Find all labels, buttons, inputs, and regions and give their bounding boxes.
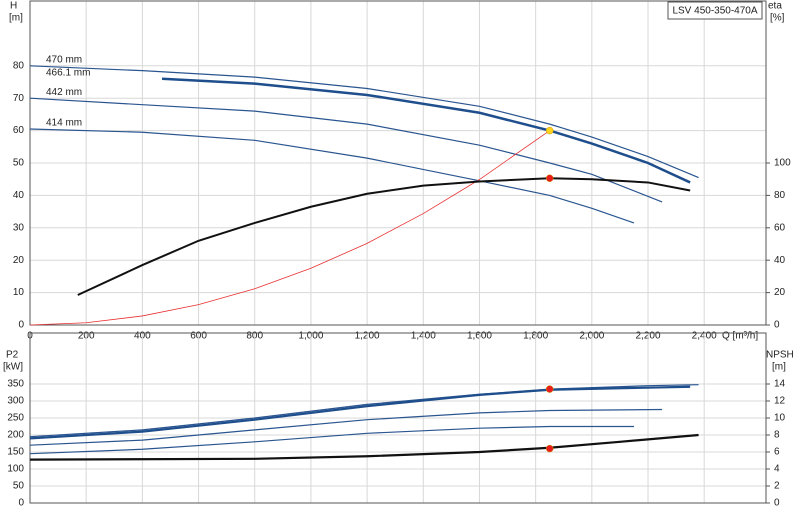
y-tick-label: 30 [13, 222, 25, 233]
curve [29, 425, 634, 455]
y2-tick-label: 0 [774, 498, 780, 509]
chart-title: LSV 450-350-470A [672, 6, 757, 17]
y-tick-label: 60 [13, 125, 25, 136]
duty-point [545, 126, 554, 135]
y-tick-label: 0 [18, 498, 24, 509]
curve [29, 130, 550, 326]
y-tick-label: 40 [13, 190, 25, 201]
y2-tick-label: 4 [774, 464, 780, 475]
y-tick-label: 350 [7, 379, 24, 390]
y2-tick-label: 100 [774, 158, 791, 169]
curve-label: 470 mm [46, 54, 82, 65]
y2-tick-label: 6 [774, 447, 780, 458]
y-tick-label: 10 [13, 287, 25, 298]
y-axis-label: P2 [6, 350, 19, 361]
y-tick-label: 70 [13, 93, 25, 104]
y2-tick-label: 10 [774, 413, 786, 424]
y2-tick-label: 2 [774, 481, 780, 492]
curve-label: 442 mm [46, 87, 82, 98]
y2-tick-label: 40 [774, 255, 786, 266]
y2-axis-label: eta [768, 1, 782, 12]
y-axis-unit: [kW] [3, 362, 23, 373]
duty-point [545, 174, 554, 182]
y-tick-label: 250 [7, 413, 24, 424]
curve [29, 408, 663, 446]
curve-label: 466.1 mm [46, 67, 90, 78]
curve [29, 384, 699, 438]
y2-tick-label: 8 [774, 430, 780, 441]
y-axis-unit: [m] [9, 13, 23, 24]
y-tick-label: 20 [13, 255, 25, 266]
duty-point [545, 444, 554, 453]
curve-label: 414 mm [46, 118, 82, 129]
y-tick-label: 100 [7, 464, 24, 475]
curve [29, 433, 699, 461]
curve [29, 65, 699, 179]
plot-frame [29, 0, 767, 326]
y2-tick-label: 60 [774, 222, 786, 233]
y-tick-label: 50 [13, 158, 25, 169]
y-tick-label: 50 [13, 481, 25, 492]
y2-tick-label: 0 [774, 320, 780, 331]
y-tick-label: 80 [13, 60, 25, 71]
y-tick-label: 0 [18, 320, 24, 331]
duty-point [545, 385, 554, 393]
plot-frame [29, 332, 767, 504]
y2-axis-unit: [%] [770, 13, 785, 24]
curve [29, 97, 663, 203]
y-tick-label: 300 [7, 396, 24, 407]
y2-axis-unit: [m] [772, 362, 786, 373]
y2-tick-label: 80 [774, 190, 786, 201]
y2-tick-label: 20 [774, 287, 786, 298]
y-tick-label: 200 [7, 430, 24, 441]
title-box [667, 1, 763, 20]
y2-tick-label: 14 [774, 379, 786, 390]
curve [29, 128, 635, 224]
y-tick-label: 150 [7, 447, 24, 458]
x-axis-label: Q [m³/h] [722, 331, 758, 342]
y2-axis-label: NPSH [766, 350, 794, 361]
curve [161, 77, 691, 184]
y2-tick-label: 12 [774, 396, 786, 407]
y-axis-label: H [10, 1, 17, 12]
curve [77, 177, 691, 296]
